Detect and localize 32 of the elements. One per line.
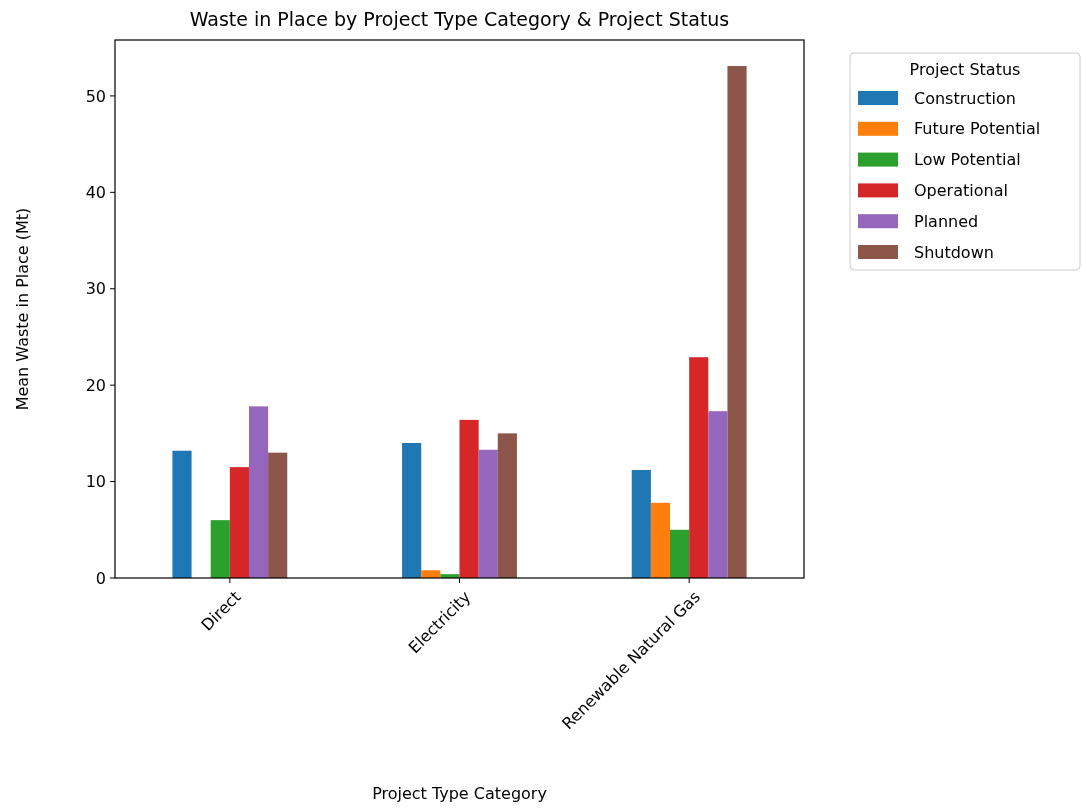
y-axis-title: Mean Waste in Place (Mt) — [13, 207, 32, 411]
bar — [229, 467, 249, 578]
bar — [172, 450, 192, 578]
bar — [670, 529, 690, 578]
legend-title: Project Status — [909, 60, 1021, 79]
bar — [459, 419, 479, 578]
bar — [708, 411, 728, 578]
bar — [210, 520, 230, 578]
bar — [650, 502, 671, 578]
legend-label: Planned — [914, 211, 979, 231]
bar — [248, 406, 269, 578]
legend-label: Operational — [914, 181, 1008, 200]
chart-title: Waste in Place by Project Type Category & Project Status — [189, 8, 730, 30]
y-tick-label: 30 — [85, 279, 106, 299]
y-tick-label: 50 — [85, 86, 106, 106]
bar — [497, 433, 517, 578]
bar — [402, 443, 422, 578]
y-tick-label: 10 — [85, 472, 106, 492]
bar — [631, 470, 651, 578]
legend-label: Future Potential — [914, 119, 1041, 139]
bar — [268, 452, 288, 578]
x-axis-title: Project Type Category — [372, 784, 547, 803]
bar — [727, 66, 747, 578]
legend-label: Low Potential — [914, 150, 1021, 170]
bar — [478, 449, 498, 578]
y-tick-label: 40 — [85, 182, 106, 202]
bar — [421, 570, 441, 578]
legend-label: Construction — [914, 88, 1016, 108]
y-tick-label: 20 — [85, 375, 106, 395]
y-tick-label: 0 — [95, 568, 106, 588]
legend-label: Shutdown — [914, 242, 994, 262]
bar — [689, 357, 709, 578]
